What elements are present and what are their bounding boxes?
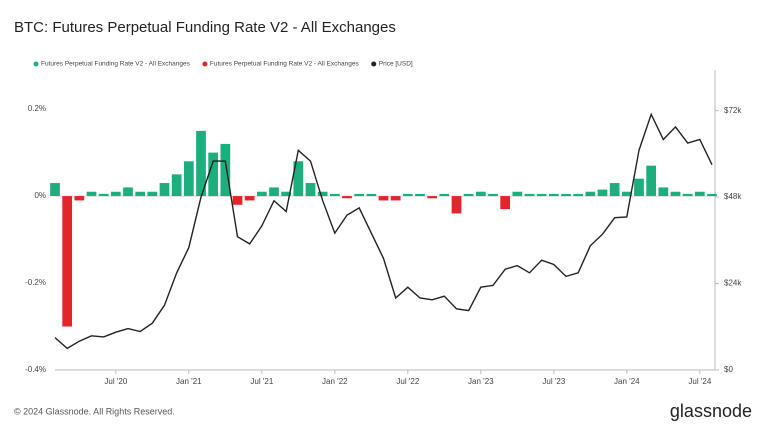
funding-bar [609,183,620,197]
funding-bar [317,191,328,197]
funding-bar [451,196,462,214]
funding-bar [220,143,231,197]
funding-bar [585,191,596,197]
legend-label: Futures Perpetual Funding Rate V2 - All … [210,61,360,68]
funding-bar [98,193,109,197]
funding-bar [196,130,206,197]
funding-bar [171,174,182,197]
y-tick-label: 0% [34,191,46,200]
x-tick-label: Jul '22 [396,377,419,386]
funding-bar [573,193,584,197]
funding-bar [561,193,571,197]
x-tick-label: Jan '24 [614,377,640,386]
funding-bar [342,196,352,199]
funding-bar [110,191,121,197]
x-tick-label: Jul '24 [688,377,711,386]
funding-bar [50,183,60,197]
x-tick-label: Jul '20 [104,377,127,386]
y-tick-label: 0.2% [28,104,46,113]
x-tick-label: Jan '23 [468,377,494,386]
funding-bar [463,193,474,197]
funding-bar [694,191,705,197]
funding-bar [354,193,365,197]
legend-label: Price [USD] [379,61,413,68]
y2-tick-label: $24k [724,279,742,288]
price-line [54,112,713,350]
funding-bar [524,193,535,197]
funding-bar [390,196,401,201]
y-tick-label: -0.4% [25,365,46,374]
x-tick-label: Jan '21 [176,377,202,386]
funding-bar [378,196,389,201]
funding-bar [329,193,340,197]
funding-bar [707,193,717,197]
funding-bar [293,161,304,197]
copyright: © 2024 Glassnode. All Rights Reserved. [14,406,175,416]
funding-bar [135,191,146,197]
funding-bar [147,191,158,197]
funding-bar [244,196,255,201]
funding-bar [123,187,133,197]
funding-bar [670,191,681,197]
funding-bar [256,191,267,197]
funding-bar [488,193,498,197]
funding-bar [183,161,194,197]
funding-bar [305,183,316,197]
funding-bar [597,189,608,197]
funding-bar [269,187,279,197]
legend-marker [202,61,208,67]
funding-bar [439,193,450,197]
funding-bar [682,193,693,197]
funding-bar [415,193,425,197]
legend-marker [371,61,377,67]
funding-bar [634,178,644,197]
x-tick-label: Jul '21 [250,377,273,386]
funding-bar [512,191,523,197]
funding-bar [62,196,73,327]
y2-tick-label: $0 [724,365,733,374]
x-tick-label: Jul '23 [542,377,565,386]
y-tick-label: -0.2% [25,278,46,287]
y2-tick-label: $48k [724,192,742,201]
funding-bar [658,187,669,197]
funding-bar [281,191,292,197]
funding-bar [86,191,97,197]
funding-bar [366,193,377,197]
funding-bar [621,191,632,197]
legend-label: Futures Perpetual Funding Rate V2 - All … [41,61,191,68]
funding-bar [208,152,219,197]
x-tick-label: Jan '22 [322,377,348,386]
funding-bar [646,165,657,197]
funding-bar [548,193,559,197]
funding-bar [475,191,486,197]
brand: glassnode [670,401,752,421]
funding-bar [427,196,438,199]
funding-bar [232,196,243,205]
legend-marker [33,61,39,67]
funding-bar [536,193,547,197]
funding-bar [159,183,170,197]
funding-bar [402,193,413,197]
funding-bar [74,196,85,201]
chart-title: BTC: Futures Perpetual Funding Rate V2 -… [14,19,396,36]
funding-bar [500,196,511,210]
y2-tick-label: $72k [724,106,742,115]
